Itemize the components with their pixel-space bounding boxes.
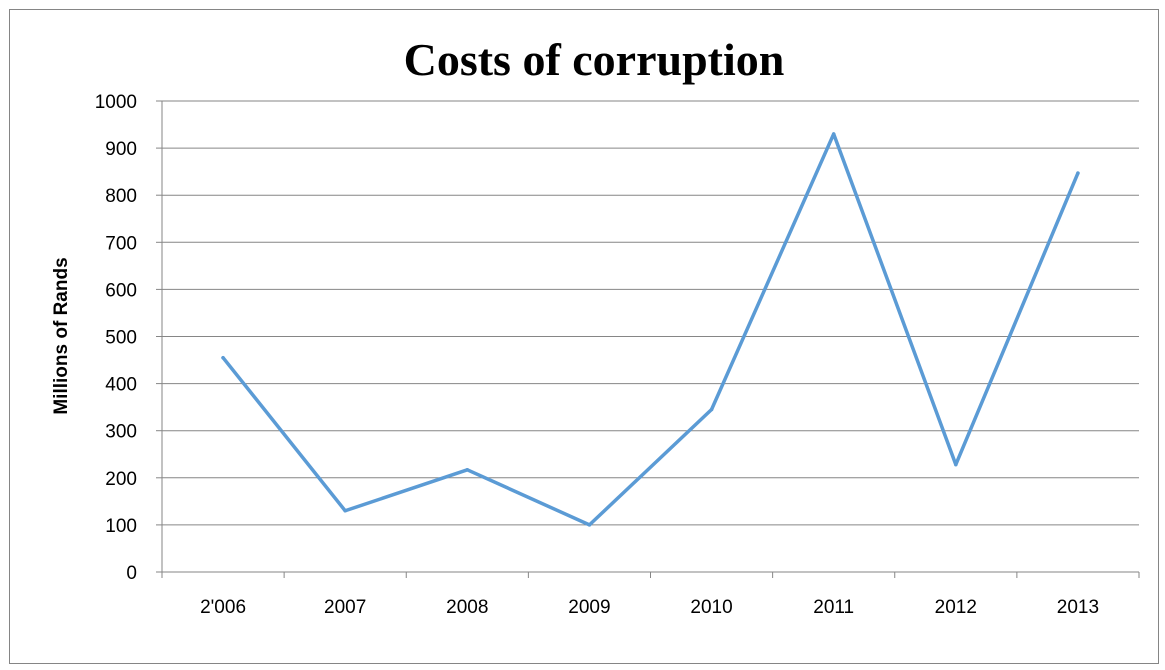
x-tick-label: 2011 [813,597,854,618]
y-tick-label: 500 [105,328,137,349]
x-tick-label: 2012 [935,597,977,618]
x-tick-label: 2009 [568,597,610,618]
x-tick-labels: 2'006 2007 2008 2009 2010 2011 2012 2013 [200,597,1099,618]
series-line [221,132,1080,527]
y-tick-label: 0 [126,563,137,584]
chart-title: Costs of corruption [404,34,785,85]
axes [156,100,1140,578]
data-point [465,468,470,472]
y-tick-label: 600 [105,280,137,301]
data-point [1076,171,1080,175]
data-point [831,132,836,136]
x-tick-label: 2010 [690,597,732,618]
gridlines [162,100,1139,526]
y-tick-label: 900 [105,139,137,160]
y-axis-title: Millions of Rands [51,257,72,414]
y-tick-label: 200 [105,469,137,490]
series-layer [221,132,1080,527]
x-tick-label: 2'006 [200,597,246,618]
y-tick-label: 800 [105,186,137,207]
y-tick-label: 1000 [95,92,137,113]
y-tick-label: 700 [105,233,137,254]
data-point [343,509,347,513]
y-tick-label: 300 [105,422,137,443]
x-tick-label: 2013 [1057,597,1099,618]
y-tick-label: 400 [105,375,137,396]
data-point [954,462,958,467]
data-point [709,407,714,412]
x-tick-label: 2007 [324,597,366,618]
data-point [587,523,592,527]
data-point [221,355,225,360]
x-tick-label: 2008 [446,597,488,618]
y-tick-label: 100 [105,516,137,537]
y-tick-labels: 0 100 200 300 400 500 600 700 800 900 1000 [95,92,137,584]
